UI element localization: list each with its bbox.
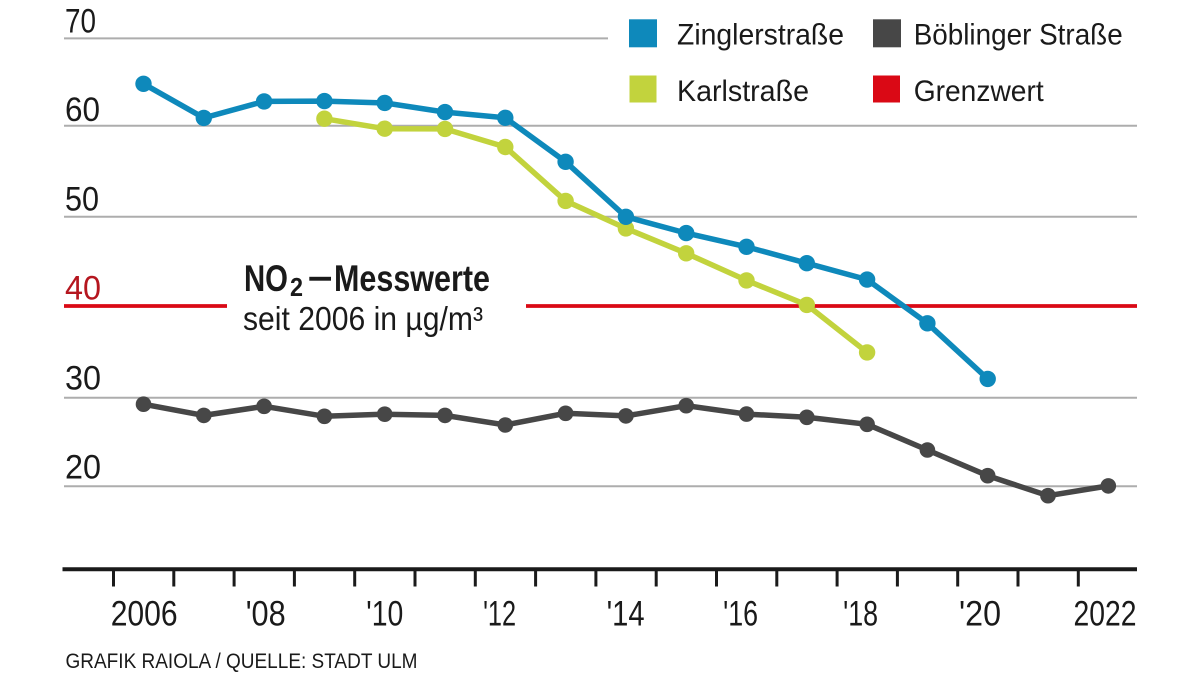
svg-text:Messwerte: Messwerte — [334, 258, 490, 299]
svg-text:40: 40 — [65, 270, 101, 308]
svg-text:20: 20 — [65, 449, 101, 487]
svg-text:2: 2 — [290, 274, 303, 302]
svg-text:'16: '16 — [723, 594, 758, 633]
svg-text:NO: NO — [244, 258, 288, 299]
svg-text:Böblinger Straße: Böblinger Straße — [914, 19, 1123, 52]
svg-text:'08: '08 — [246, 594, 286, 633]
svg-text:50: 50 — [65, 181, 99, 219]
svg-text:GRAFIK RAIOLA / QUELLE: STADT: GRAFIK RAIOLA / QUELLE: STADT ULM — [66, 649, 418, 673]
svg-text:seit 2006 in µg/m³: seit 2006 in µg/m³ — [243, 300, 483, 337]
svg-text:60: 60 — [65, 91, 100, 129]
svg-text:'20: '20 — [959, 594, 1001, 633]
svg-text:30: 30 — [65, 360, 101, 398]
svg-text:2022: 2022 — [1074, 594, 1137, 633]
svg-text:'14: '14 — [607, 594, 645, 633]
svg-text:'18: '18 — [843, 594, 878, 633]
svg-text:Karlstraße: Karlstraße — [677, 75, 809, 108]
svg-text:70: 70 — [65, 2, 96, 40]
svg-text:'12: '12 — [483, 594, 516, 633]
svg-text:'10: '10 — [366, 594, 403, 633]
svg-text:Zinglerstraße: Zinglerstraße — [677, 19, 844, 52]
svg-text:Grenzwert: Grenzwert — [914, 75, 1045, 108]
svg-text:2006: 2006 — [111, 594, 178, 633]
